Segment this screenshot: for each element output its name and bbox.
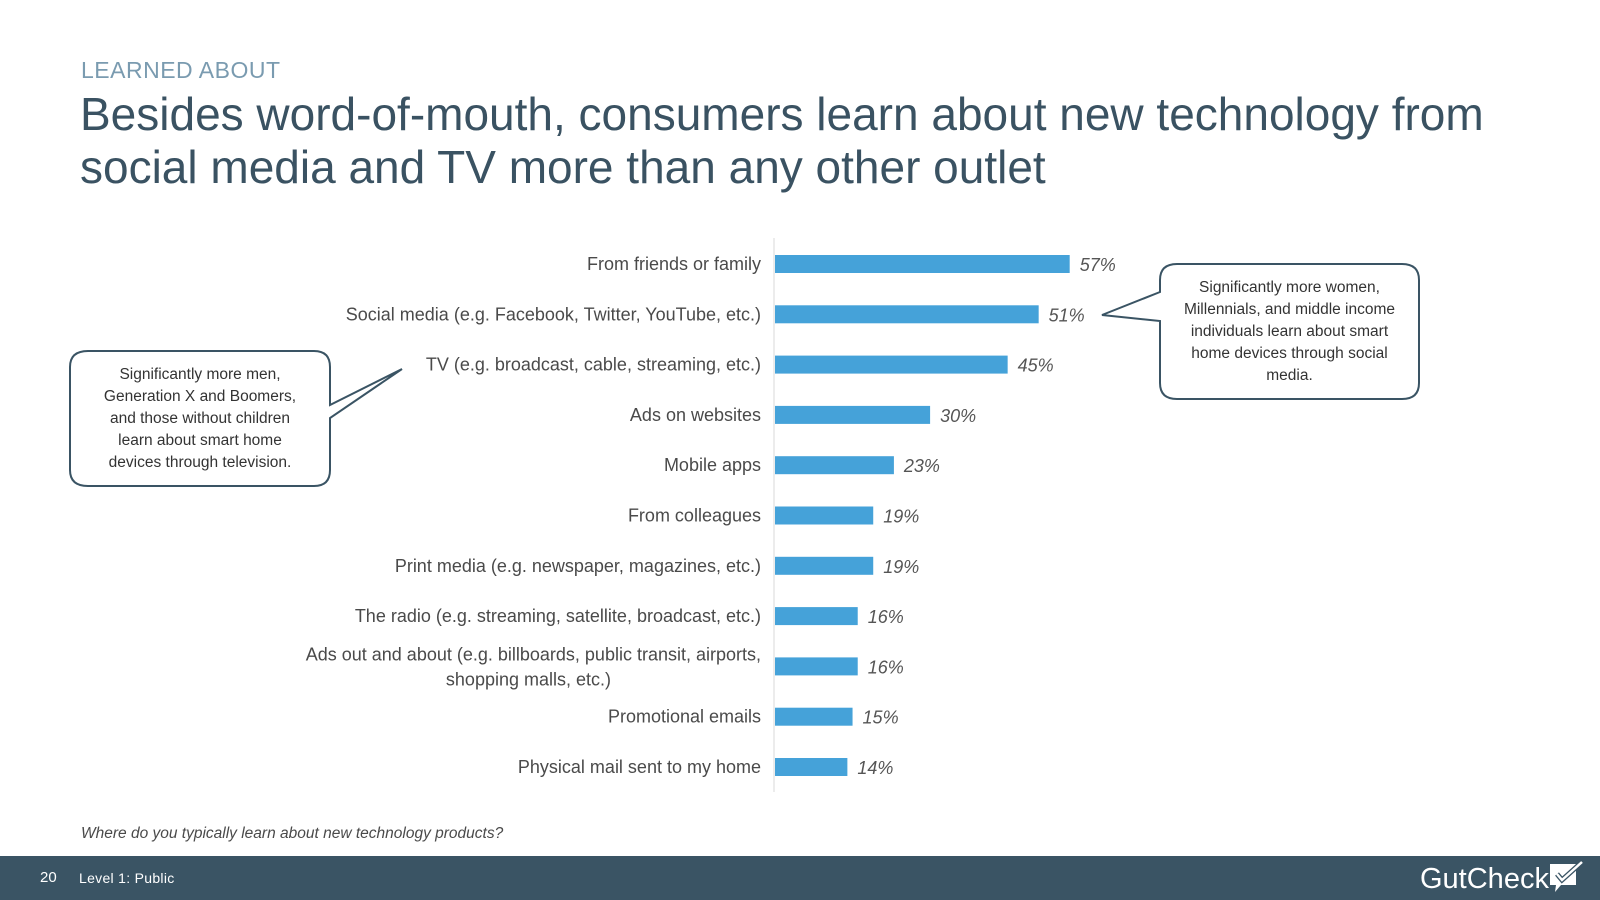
chart-marks: 57% From friends or family 51% Social media… [306,254,1116,778]
data-label: 23% [903,456,940,476]
data-label: 51% [1049,305,1085,325]
bar [775,707,853,726]
bar [775,405,931,424]
category-label: Physical mail sent to my home [518,757,761,777]
category-label: Promotional emails [608,707,761,727]
bar [775,657,858,676]
category-label: Social media (e.g. Facebook, Twitter, Yo… [346,304,761,324]
data-label: 19% [883,507,919,527]
page-title: Besides word-of-mouth, consumers learn a… [80,88,1484,193]
callout-left-text: Significantly more men, Generation X and… [103,366,297,471]
data-label: 16% [868,657,904,677]
bar [775,758,848,776]
category-label: From colleagues [628,506,761,526]
data-label: 30% [940,406,976,426]
data-label: 15% [863,708,899,728]
callout-right-text: Significantly more women, Millennials, a… [1183,279,1396,384]
classification-level: Level 1: Public [79,870,175,886]
category-label: Ads out and about (e.g. billboards, publ… [306,644,761,689]
bar [775,305,1039,324]
category-label: Print media (e.g. newspaper, magazines, … [395,556,761,576]
logo-text: GutCheck [1420,863,1549,895]
callout-right-bubble [1101,263,1420,400]
category-label: TV (e.g. broadcast, cable, streaming, et… [426,355,761,375]
checkmark-speech-bubble-icon [1550,861,1584,892]
bar [775,456,894,475]
section-eyebrow: LEARNED ABOUT [81,57,281,83]
bar-chart: 57% From friends or family 51% Social media… [69,238,1420,792]
data-label: 57% [1080,255,1116,275]
category-label: Mobile apps [664,455,761,475]
category-label: Ads on websites [630,405,761,425]
data-label: 16% [868,607,904,627]
category-label: The radio (e.g. streaming, satellite, br… [355,606,761,626]
bar [775,556,874,575]
data-label: 19% [883,557,919,577]
bar [775,607,858,626]
bar [775,355,1008,374]
footer-bar: 20 Level 1: Public GutCheck [0,856,1600,900]
data-label: 45% [1018,356,1054,376]
bar [775,255,1070,273]
data-label: 14% [857,758,893,778]
category-label: From friends or family [587,254,761,274]
page-number: 20 [40,869,57,886]
survey-question: Where do you typically learn about new t… [81,825,504,842]
bar [775,506,874,525]
callout-left-bubble [69,350,403,487]
